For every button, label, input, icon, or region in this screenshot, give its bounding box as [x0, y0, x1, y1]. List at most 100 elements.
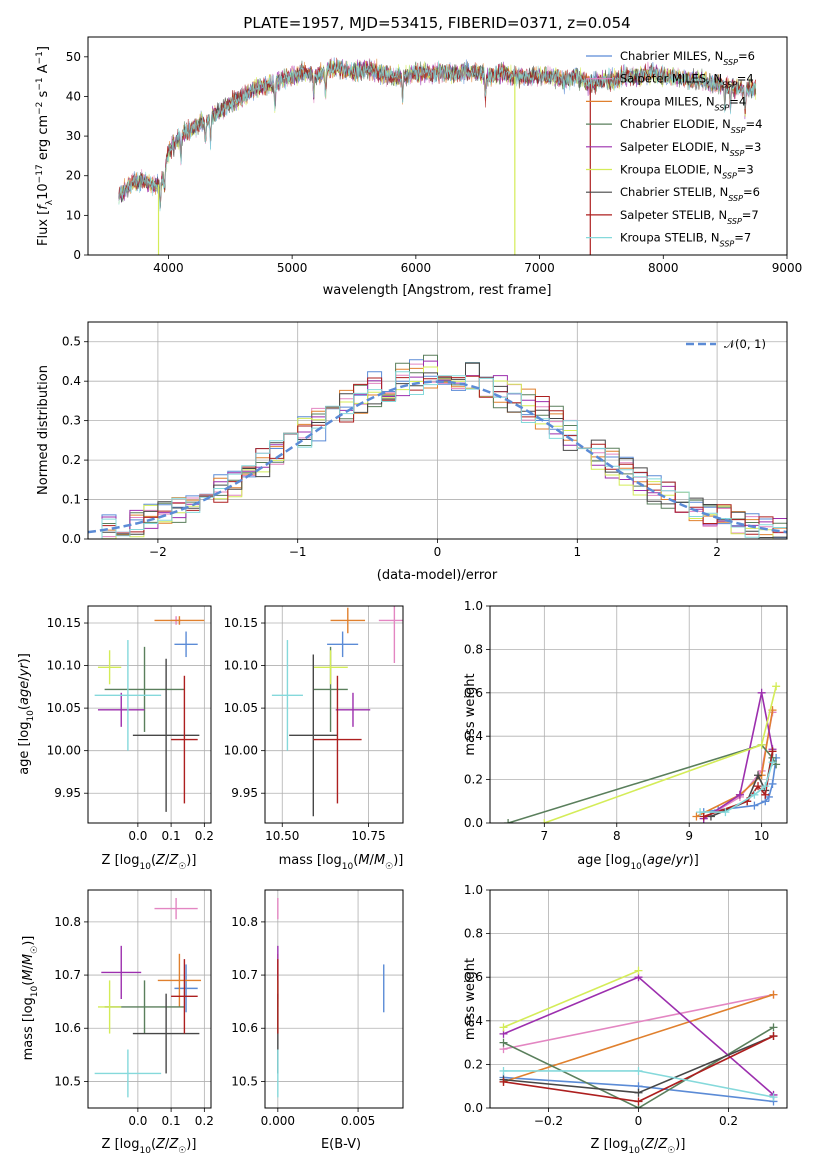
data-marker	[754, 771, 763, 780]
data-marker	[499, 1066, 508, 1075]
age-vs-Z-plot-area	[94, 616, 205, 812]
y-tick-label: 0.0	[62, 532, 81, 546]
data-marker	[499, 1038, 508, 1047]
y-tick-label: 10.05	[224, 701, 258, 715]
age-vs-Z-frame	[87, 605, 212, 824]
data-marker	[696, 808, 705, 817]
legend-entry: 𝒩(0, 1)	[724, 337, 766, 351]
data-marker	[757, 688, 766, 697]
y-tick-label: 0.3	[62, 414, 81, 428]
data-marker	[634, 966, 643, 975]
legend-entry: Kroupa MILES, NSSP=4	[620, 94, 746, 112]
x-tick-label: 0.005	[341, 1114, 375, 1128]
x-axis-label: mass [log10(M/M☉)]	[279, 853, 404, 872]
data-marker	[634, 1066, 643, 1075]
y-tick-label: 10.00	[224, 744, 258, 758]
residuals-frame	[87, 321, 788, 540]
legend-entry: Kroupa STELIB, NSSP=7	[620, 231, 751, 249]
y-axis-label: Normed distribution	[36, 365, 51, 495]
y-tick-label: 0	[73, 248, 81, 262]
mass-weight-vs-age-plot-area	[504, 682, 781, 823]
x-tick-label: −0.2	[534, 1114, 563, 1128]
x-tick-label: 10	[754, 829, 769, 843]
residuals-plot-area	[88, 354, 787, 539]
y-tick-label: 0.5	[62, 335, 81, 349]
legend-entry: Chabrier ELODIE, NSSP=4	[620, 117, 762, 135]
y-tick-label: 0.6	[464, 686, 483, 700]
x-tick-label: −1	[289, 545, 307, 559]
data-marker	[769, 1023, 778, 1032]
x-axis-label: Z [log10(Z/Z☉)]	[102, 1137, 197, 1156]
mass-vs-ebv-panel: 0.000 0.005 10.5 10.6 10.7 10.8 E(B-V)	[231, 889, 404, 1152]
mass-vs-Z-panel: 0.0 0.1 0.2 10.5 10.6 10.7 10.8 Z [log10(Z/Z☉)]…	[21, 889, 214, 1156]
y-axis-label: Flux [fλ10−17 erg cm−2 s−1 A−1]	[35, 46, 55, 246]
data-marker	[754, 782, 763, 791]
x-axis-label: wavelength [Angstrom, rest frame]	[323, 283, 552, 298]
data-marker	[750, 801, 759, 810]
series-line-salpeter-miles	[503, 993, 774, 1050]
spectrum-frame	[87, 36, 788, 256]
x-tick-label: 0	[434, 545, 442, 559]
data-marker	[540, 819, 549, 823]
x-tick-label: 0	[635, 1114, 643, 1128]
x-tick-label: 10.75	[351, 829, 385, 843]
figure-title: PLATE=1957, MJD=53415, FIBERID=0371, z=0…	[243, 14, 630, 32]
x-axis-label: age [log10(age/yr)]	[577, 853, 699, 872]
y-tick-label: 0.0	[464, 816, 483, 830]
y-tick-label: 10	[66, 208, 81, 222]
y-tick-label: 9.95	[231, 786, 258, 800]
y-tick-label: 0.4	[62, 374, 81, 388]
x-tick-label: 8	[613, 829, 621, 843]
x-tick-label: 5000	[277, 261, 308, 275]
mass-weight-vs-Z-plot-area	[499, 966, 778, 1108]
data-marker	[769, 1032, 778, 1041]
y-tick-label: 0.4	[464, 729, 483, 743]
x-tick-label: 7	[541, 829, 549, 843]
series-line-kroupa-elodie	[503, 969, 639, 1029]
data-marker	[499, 1077, 508, 1086]
spectrum-panel: 4000 5000 6000 7000 8000 9000 0 10 20 30 40 50 Chabr…	[35, 36, 802, 298]
x-tick-label: 8000	[648, 261, 679, 275]
y-tick-label: 10.7	[231, 968, 258, 982]
histogram-kroupa-stelib	[88, 371, 787, 539]
data-marker	[721, 808, 730, 817]
y-tick-label: 0.1	[62, 493, 81, 507]
y-tick-label: 20	[66, 169, 81, 183]
spectrum-line-kroupa-stelib	[118, 59, 757, 212]
data-marker	[504, 819, 513, 823]
x-tick-label: 2	[713, 545, 721, 559]
x-tick-label: 0.1	[162, 829, 181, 843]
legend-entry: Kroupa ELODIE, NSSP=3	[620, 163, 754, 181]
y-tick-label: 10.6	[54, 1021, 81, 1035]
y-tick-label: 10.6	[231, 1021, 258, 1035]
spectrum-legend: Chabrier MILES, NSSP=6 Salpeter MILES, NS…	[586, 49, 762, 248]
legend-entry: Chabrier STELIB, NSSP=6	[620, 185, 760, 203]
y-tick-label: 0.2	[464, 1057, 483, 1071]
y-tick-label: 0.0	[464, 1101, 483, 1115]
x-tick-label: 4000	[153, 261, 184, 275]
y-tick-label: 10.10	[47, 659, 81, 673]
x-axis-label: Z [log10(Z/Z☉)]	[591, 1137, 686, 1156]
y-axis-label: mass weight	[463, 958, 478, 1040]
series-line-salpeter-elodie	[703, 692, 774, 820]
data-marker	[757, 740, 766, 749]
y-tick-label: 0.6	[464, 970, 483, 984]
data-marker	[772, 682, 781, 691]
legend-entry: Chabrier MILES, NSSP=6	[620, 49, 755, 67]
data-marker	[769, 1093, 778, 1102]
y-tick-label: 0.2	[62, 453, 81, 467]
x-axis-label: Z [log10(Z/Z☉)]	[102, 853, 197, 872]
mass-weight-vs-Z-frame	[489, 889, 788, 1109]
y-tick-label: 10.5	[54, 1074, 81, 1088]
y-tick-label: 10.15	[47, 616, 81, 630]
y-tick-label: 0.2	[464, 773, 483, 787]
y-tick-label: 0.8	[464, 642, 483, 656]
x-tick-label: 0.2	[195, 1114, 214, 1128]
data-marker	[769, 990, 778, 999]
x-tick-label: 7000	[524, 261, 555, 275]
y-tick-label: 10.00	[47, 744, 81, 758]
y-tick-label: 30	[66, 129, 81, 143]
x-tick-label: 0.1	[162, 1114, 181, 1128]
x-tick-label: 0.2	[195, 829, 214, 843]
